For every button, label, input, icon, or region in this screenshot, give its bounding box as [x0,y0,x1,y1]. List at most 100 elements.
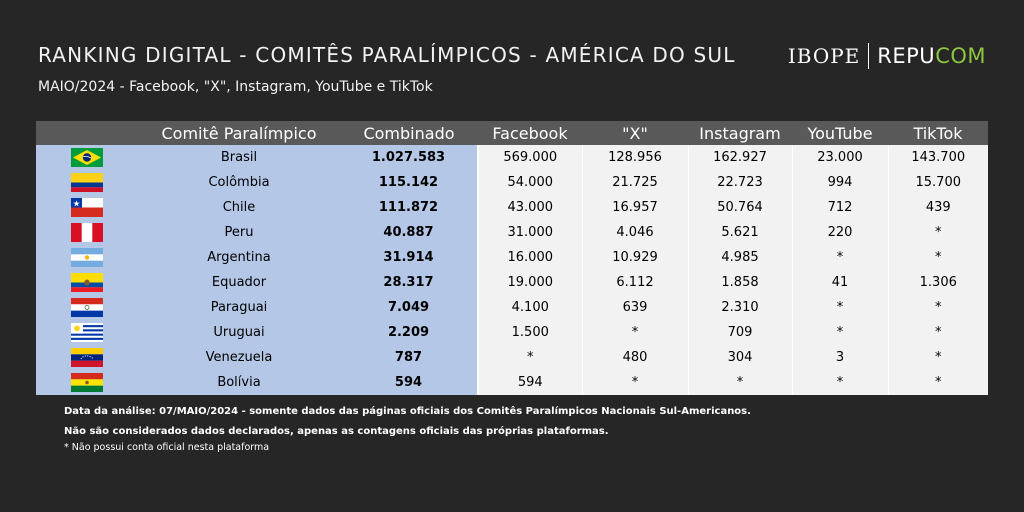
tiktok-value: * [887,245,988,270]
page-title: RANKING DIGITAL - COMITÊS PARALÍMPICOS -… [38,43,736,67]
instagram-value: 5.621 [687,220,792,245]
x-value: * [581,370,688,395]
combined-value: 31.914 [340,245,478,270]
brazil-flag-icon [71,148,103,167]
flag-cell [36,370,138,395]
x-value: 10.929 [581,245,688,270]
country-name: Bolívia [138,370,340,395]
column-header-committee: Comitê Paralímpico [138,121,340,145]
tiktok-value: 1.306 [887,270,988,295]
combined-value: 1.027.583 [340,145,478,170]
table-row: Peru 40.887 31.000 4.046 5.621 220 * [36,220,988,245]
instagram-value: 4.985 [687,245,792,270]
instagram-value: 50.764 [687,195,792,220]
combined-value: 594 [340,370,478,395]
instagram-value: 304 [687,345,792,370]
tiktok-value: * [887,320,988,345]
ranking-table: Comitê Paralímpico Combinado Facebook "X… [36,121,988,395]
column-header-tiktok: TikTok [888,121,988,145]
country-name: Colômbia [138,170,340,195]
facebook-value: 31.000 [477,220,582,245]
column-header-combined: Combinado [340,121,478,145]
column-header-instagram: Instagram [688,121,792,145]
tiktok-value: * [887,370,988,395]
youtube-value: 994 [791,170,888,195]
tiktok-value: 439 [887,195,988,220]
x-value: 4.046 [581,220,688,245]
combined-value: 28.317 [340,270,478,295]
table-row: Bolívia 594 594 * * * * [36,370,988,395]
flag-cell [36,320,138,345]
table-row: Uruguai 2.209 1.500 * 709 * * [36,320,988,345]
table-header-row: Comitê Paralímpico Combinado Facebook "X… [36,121,988,145]
youtube-value: 712 [791,195,888,220]
table-row: Brasil 1.027.583 569.000 128.956 162.927 23.0… [36,145,988,170]
ibope-repucom-logo: IBOPE REPUCOM [788,42,986,70]
argentina-flag-icon [71,248,103,267]
flag-cell [36,170,138,195]
instagram-value: 709 [687,320,792,345]
x-value: 639 [581,295,688,320]
tiktok-value: * [887,220,988,245]
tiktok-value: 15.700 [887,170,988,195]
table-row: Colômbia 115.142 54.000 21.725 22.723 994 15.7… [36,170,988,195]
bolivia-flag-icon [71,373,103,392]
flag-cell [36,270,138,295]
table-row: Argentina 31.914 16.000 10.929 4.985 * * [36,245,988,270]
logo-divider [868,43,870,69]
column-header-youtube: YouTube [792,121,888,145]
facebook-value: 569.000 [477,145,582,170]
facebook-value: * [477,345,582,370]
asterisk-footnote: * Não possui conta oficial nesta platafo… [64,442,270,453]
flag-cell [36,345,138,370]
youtube-value: 23.000 [791,145,888,170]
youtube-value: 41 [791,270,888,295]
youtube-value: * [791,295,888,320]
repucom-logo-text: REPUCOM [877,44,986,68]
youtube-value: * [791,370,888,395]
country-name: Paraguai [138,295,340,320]
colombia-flag-icon [71,173,103,192]
country-name: Brasil [138,145,340,170]
flag-cell [36,145,138,170]
instagram-value: 22.723 [687,170,792,195]
instagram-value: 162.927 [687,145,792,170]
venezuela-flag-icon [71,348,103,367]
facebook-value: 19.000 [477,270,582,295]
combined-value: 7.049 [340,295,478,320]
combined-value: 40.887 [340,220,478,245]
youtube-value: * [791,245,888,270]
flag-cell [36,220,138,245]
combined-value: 115.142 [340,170,478,195]
combined-value: 787 [340,345,478,370]
youtube-value: * [791,320,888,345]
facebook-value: 594 [477,370,582,395]
uruguay-flag-icon [71,323,103,342]
facebook-value: 1.500 [477,320,582,345]
analysis-date-note: Data da análise: 07/MAIO/2024 - somente … [64,406,751,417]
youtube-value: 3 [791,345,888,370]
column-header-flag [36,121,138,145]
tiktok-value: * [887,295,988,320]
x-value: 16.957 [581,195,688,220]
declared-data-note: Não são considerados dados declarados, a… [64,426,609,437]
combined-value: 111.872 [340,195,478,220]
flag-cell [36,245,138,270]
youtube-value: 220 [791,220,888,245]
instagram-value: * [687,370,792,395]
footnotes: Data da análise: 07/MAIO/2024 - somente … [64,406,751,453]
tiktok-value: * [887,345,988,370]
facebook-value: 54.000 [477,170,582,195]
country-name: Venezuela [138,345,340,370]
ibope-logo-text: IBOPE [787,44,861,68]
table-row: Equador 28.317 19.000 6.112 1.858 41 1.306 [36,270,988,295]
table-row: Chile 111.872 43.000 16.957 50.764 712 439 [36,195,988,220]
country-name: Equador [138,270,340,295]
x-value: 6.112 [581,270,688,295]
country-name: Argentina [138,245,340,270]
flag-cell [36,195,138,220]
country-name: Chile [138,195,340,220]
combined-value: 2.209 [340,320,478,345]
facebook-value: 16.000 [477,245,582,270]
flag-cell [36,295,138,320]
